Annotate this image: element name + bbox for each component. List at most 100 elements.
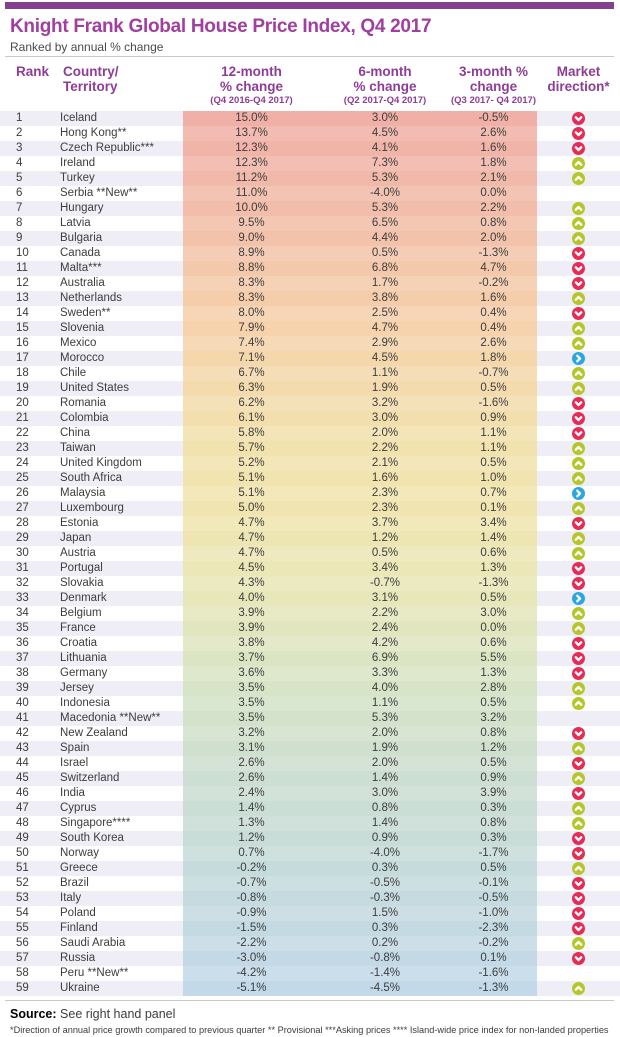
table-row: 48 Singapore**** 1.3% 1.4% 0.8% bbox=[0, 816, 620, 831]
table-row: 20 Romania 6.2% 3.2% -1.6% bbox=[0, 396, 620, 411]
direction-cell bbox=[537, 801, 620, 816]
direction-cell bbox=[537, 141, 620, 156]
rank-cell: 52 bbox=[0, 876, 60, 891]
country-cell: Hong Kong** bbox=[60, 126, 183, 141]
country-cell: Bulgaria bbox=[60, 231, 183, 246]
direction-cell bbox=[537, 441, 620, 456]
value-cell-12m: 2.6% bbox=[183, 771, 320, 786]
direction-up-icon bbox=[572, 337, 585, 350]
direction-up-icon bbox=[572, 322, 585, 335]
value-cell-6m: 3.0% bbox=[320, 111, 450, 126]
value-cell-3m: 0.6% bbox=[450, 636, 537, 651]
country-cell: Turkey bbox=[60, 171, 183, 186]
value-cell-6m: 6.8% bbox=[320, 261, 450, 276]
rank-cell: 27 bbox=[0, 501, 60, 516]
rank-cell: 34 bbox=[0, 606, 60, 621]
value-cell-3m: 0.3% bbox=[450, 801, 537, 816]
rank-cell: 38 bbox=[0, 666, 60, 681]
value-cell-3m: 2.6% bbox=[450, 126, 537, 141]
direction-up-icon bbox=[572, 472, 585, 485]
table-row: 46 India 2.4% 3.0% 3.9% bbox=[0, 786, 620, 801]
value-cell-3m: -1.6% bbox=[450, 396, 537, 411]
rank-cell: 21 bbox=[0, 411, 60, 426]
rank-cell: 2 bbox=[0, 126, 60, 141]
direction-down-icon bbox=[572, 127, 585, 140]
value-cell-3m: 1.8% bbox=[450, 351, 537, 366]
direction-up-icon bbox=[572, 442, 585, 455]
value-cell-3m: -1.6% bbox=[450, 966, 537, 981]
value-cell-6m: 0.5% bbox=[320, 546, 450, 561]
country-cell: Japan bbox=[60, 531, 183, 546]
value-cell-6m: -0.8% bbox=[320, 951, 450, 966]
value-cell-6m: 2.3% bbox=[320, 501, 450, 516]
value-cell-6m: 5.3% bbox=[320, 171, 450, 186]
value-cell-12m: 6.1% bbox=[183, 411, 320, 426]
country-cell: Cyprus bbox=[60, 801, 183, 816]
value-cell-12m: 8.9% bbox=[183, 246, 320, 261]
country-cell: Sweden** bbox=[60, 306, 183, 321]
direction-cell bbox=[537, 651, 620, 666]
direction-right-icon bbox=[572, 592, 585, 605]
direction-cell bbox=[537, 771, 620, 786]
value-cell-3m: 0.1% bbox=[450, 951, 537, 966]
country-cell: Estonia bbox=[60, 516, 183, 531]
value-cell-3m: 0.3% bbox=[450, 831, 537, 846]
table-row: 35 France 3.9% 2.4% 0.0% bbox=[0, 621, 620, 636]
direction-down-icon bbox=[572, 397, 585, 410]
page-subtitle: Ranked by annual % change bbox=[10, 40, 164, 54]
country-cell: Indonesia bbox=[60, 696, 183, 711]
value-cell-12m: 3.5% bbox=[183, 696, 320, 711]
country-cell: Belgium bbox=[60, 606, 183, 621]
value-cell-6m: -0.3% bbox=[320, 891, 450, 906]
country-cell: Malta*** bbox=[60, 261, 183, 276]
table-row: 56 Saudi Arabia -2.2% 0.2% -0.2% bbox=[0, 936, 620, 951]
value-cell-12m: -0.8% bbox=[183, 891, 320, 906]
value-cell-3m: 1.6% bbox=[450, 291, 537, 306]
value-cell-3m: 2.2% bbox=[450, 201, 537, 216]
column-header-country-line2: Territory bbox=[63, 79, 118, 94]
value-cell-6m: 4.1% bbox=[320, 141, 450, 156]
direction-cell bbox=[537, 126, 620, 141]
direction-right-icon bbox=[572, 487, 585, 500]
value-cell-3m: -0.7% bbox=[450, 366, 537, 381]
country-cell: United States bbox=[60, 381, 183, 396]
value-cell-12m: -2.2% bbox=[183, 936, 320, 951]
direction-down-icon bbox=[572, 757, 585, 770]
direction-cell bbox=[537, 156, 620, 171]
direction-cell bbox=[537, 411, 620, 426]
direction-cell bbox=[537, 696, 620, 711]
value-cell-12m: 12.3% bbox=[183, 141, 320, 156]
table-row: 17 Morocco 7.1% 4.5% 1.8% bbox=[0, 351, 620, 366]
rank-cell: 17 bbox=[0, 351, 60, 366]
table-row: 21 Colombia 6.1% 3.0% 0.9% bbox=[0, 411, 620, 426]
rank-cell: 36 bbox=[0, 636, 60, 651]
value-cell-12m: 3.2% bbox=[183, 726, 320, 741]
direction-cell bbox=[537, 711, 620, 726]
value-cell-6m: 1.9% bbox=[320, 381, 450, 396]
direction-up-icon bbox=[572, 502, 585, 515]
column-header-6-month: 6-month % change (Q2 2017-Q4 2017) bbox=[320, 64, 450, 107]
header-divider bbox=[5, 56, 614, 57]
country-cell: Mexico bbox=[60, 336, 183, 351]
rank-cell: 11 bbox=[0, 261, 60, 276]
direction-cell bbox=[537, 216, 620, 231]
rank-cell: 20 bbox=[0, 396, 60, 411]
direction-down-icon bbox=[572, 427, 585, 440]
country-cell: New Zealand bbox=[60, 726, 183, 741]
country-cell: Croatia bbox=[60, 636, 183, 651]
value-cell-12m: 4.7% bbox=[183, 531, 320, 546]
rank-cell: 54 bbox=[0, 906, 60, 921]
direction-cell bbox=[537, 681, 620, 696]
direction-cell bbox=[537, 666, 620, 681]
direction-cell bbox=[537, 606, 620, 621]
value-cell-12m: 1.2% bbox=[183, 831, 320, 846]
value-cell-6m: 3.1% bbox=[320, 591, 450, 606]
value-cell-3m: -0.2% bbox=[450, 276, 537, 291]
rank-cell: 53 bbox=[0, 891, 60, 906]
direction-down-icon bbox=[572, 847, 585, 860]
value-cell-6m: -4.0% bbox=[320, 186, 450, 201]
value-cell-3m: -0.5% bbox=[450, 891, 537, 906]
direction-up-icon bbox=[572, 202, 585, 215]
value-cell-12m: 2.6% bbox=[183, 756, 320, 771]
country-cell: Denmark bbox=[60, 591, 183, 606]
